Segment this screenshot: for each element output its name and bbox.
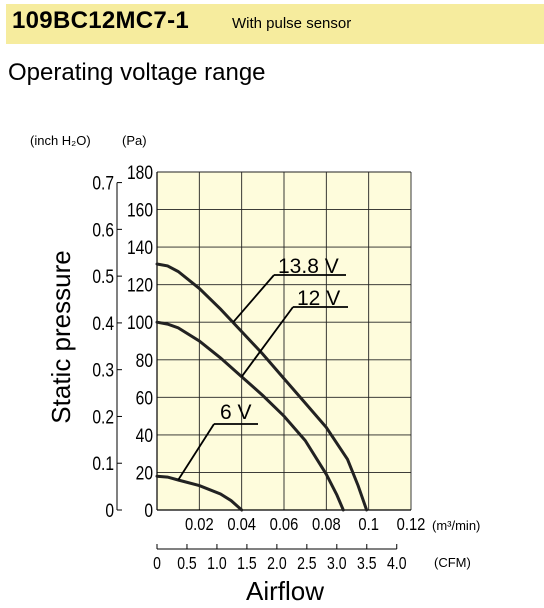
- section-title: Operating voltage range: [8, 59, 266, 86]
- y-axis-label: Static pressure: [46, 250, 76, 423]
- y-tick-label-pa: 20: [136, 462, 153, 484]
- y-tick-label-pa: 180: [127, 162, 153, 184]
- y-tick-label-inch: 0.6: [92, 219, 114, 241]
- x-tick-label-cfm: 1.5: [237, 553, 257, 573]
- x-tick-label-cfm: 3.5: [357, 553, 377, 573]
- y-tick-label-inch: 0.7: [92, 172, 114, 194]
- series-line-12-v: [155, 320, 345, 512]
- y-tick-label-pa: 140: [127, 237, 153, 259]
- model-subtitle: With pulse sensor: [232, 15, 352, 32]
- x-tick-label-cfm: 1.0: [207, 553, 227, 573]
- y-tick-label-inch: 0: [105, 500, 114, 522]
- x-tick-label-cfm: 0.5: [177, 553, 197, 573]
- title-bar: [6, 4, 544, 44]
- x-unit-bottom: (CFM): [434, 555, 471, 570]
- y-tick-label-inch: 0.1: [92, 453, 114, 475]
- y-tick-label-pa: 60: [136, 387, 153, 409]
- x-tick-label-m3: 0.08: [312, 515, 341, 535]
- x-tick-label-cfm: 2.0: [267, 553, 287, 573]
- x-tick-label-m3: 0.04: [227, 515, 256, 535]
- series-line-13-8-v: [155, 262, 369, 512]
- x-tick-label-cfm: 2.5: [297, 553, 317, 573]
- x-tick-label-cfm: 0: [153, 553, 161, 573]
- series-label-13-8-v: 13.8 V: [278, 255, 339, 278]
- y-tick-label-pa: 160: [127, 199, 153, 221]
- y-tick-label-pa: 40: [136, 424, 153, 446]
- series-label-12-v: 12 V: [297, 287, 340, 310]
- series-leader-line: [177, 423, 215, 481]
- model-name: 109BC12MC7-1: [12, 7, 190, 34]
- y-tick-label-pa: 80: [136, 349, 153, 371]
- x-tick-label-m3: 0.1: [358, 515, 378, 535]
- y-unit-left: (inch H₂O): [30, 133, 91, 148]
- x-axis-label: Airflow: [246, 576, 324, 606]
- series-line-6-v: [155, 474, 244, 512]
- y-unit-right: (Pa): [122, 133, 147, 148]
- x-tick-label-m3: 0.02: [185, 515, 214, 535]
- y-tick-label-inch: 0.4: [92, 312, 114, 334]
- x-unit-top: (m³/min): [432, 518, 480, 533]
- series-label-6-v: 6 V: [220, 401, 252, 424]
- x-tick-label-m3: 0.12: [397, 515, 426, 535]
- y-tick-label-pa: 0: [144, 500, 153, 522]
- x-tick-label-cfm: 3.0: [327, 553, 347, 573]
- y-tick-label-pa: 100: [127, 312, 153, 334]
- y-tick-label-pa: 120: [127, 274, 153, 296]
- y-tick-label-inch: 0.3: [92, 359, 114, 381]
- y-tick-label-inch: 0.5: [92, 266, 114, 288]
- series-leader-line: [240, 306, 294, 378]
- x-tick-label-m3: 0.06: [270, 515, 299, 535]
- x-tick-label-cfm: 4.0: [387, 553, 407, 573]
- y-tick-label-inch: 0.2: [92, 406, 114, 428]
- series-leader-line: [232, 274, 275, 323]
